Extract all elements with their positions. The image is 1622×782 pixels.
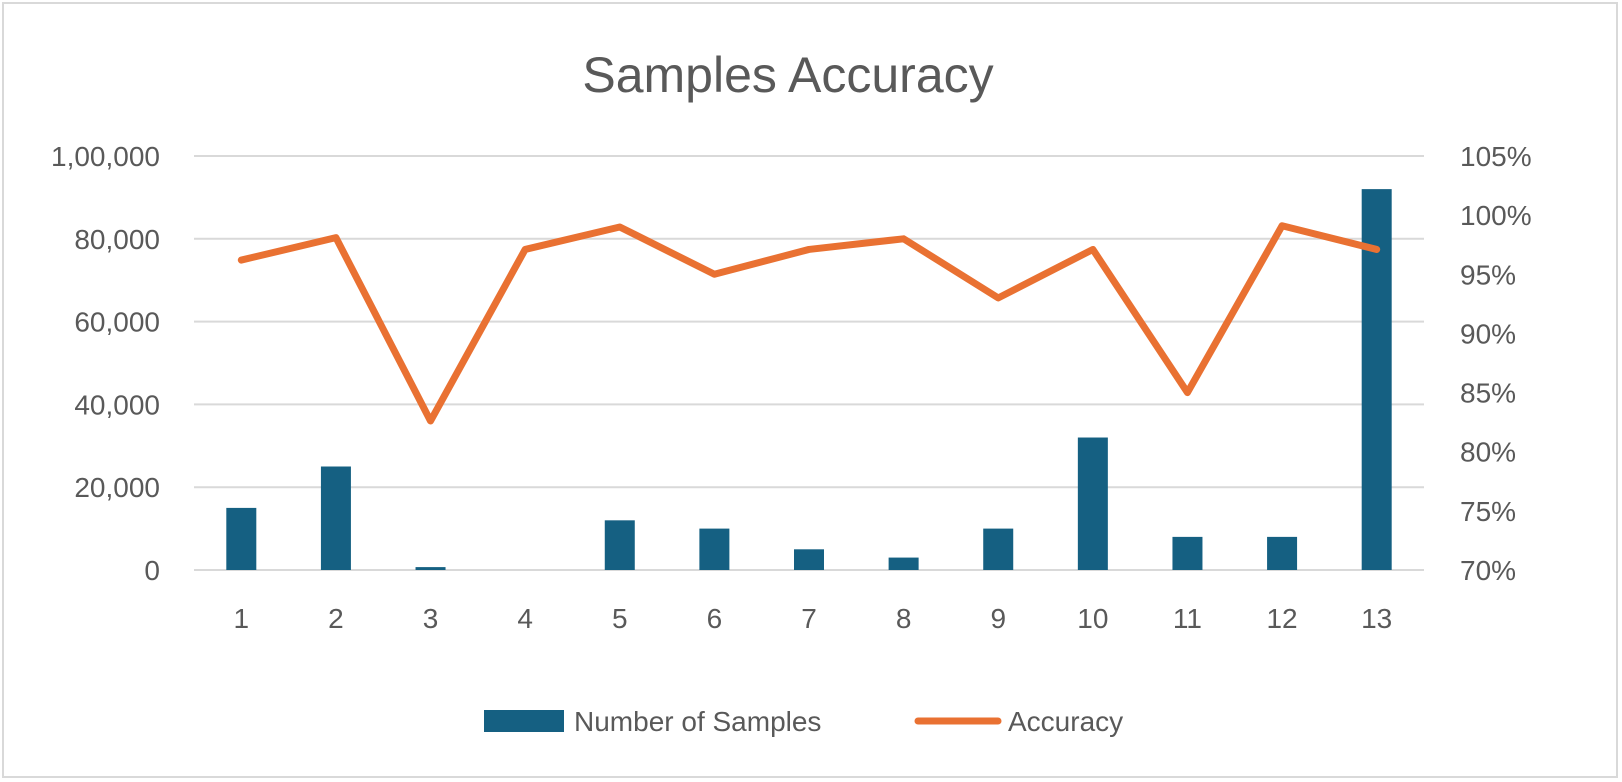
right-tick-label: 90% xyxy=(1460,318,1516,349)
bar xyxy=(1172,536,1203,570)
bar xyxy=(320,466,351,570)
x-tick-label: 10 xyxy=(1077,603,1108,634)
left-axis: 0 20,000 40,000 60,000 80,000 1,00,000 xyxy=(51,141,160,586)
legend-label-bars: Number of Samples xyxy=(574,706,821,737)
x-tick-label: 4 xyxy=(517,603,533,634)
right-tick-label: 100% xyxy=(1460,200,1532,231)
bar xyxy=(604,520,635,570)
right-tick-label: 80% xyxy=(1460,437,1516,468)
x-tick-label: 8 xyxy=(896,603,912,634)
left-tick-label: 40,000 xyxy=(74,389,160,420)
bar xyxy=(1077,437,1108,570)
gridlines xyxy=(194,155,1424,571)
right-tick-label: 95% xyxy=(1460,259,1516,290)
right-tick-label: 105% xyxy=(1460,141,1532,172)
right-axis: 70% 75% 80% 85% 90% 95% 100% 105% xyxy=(1460,141,1532,586)
x-tick-label: 12 xyxy=(1266,603,1297,634)
bar-series xyxy=(226,189,1392,570)
legend-label-line: Accuracy xyxy=(1008,706,1123,737)
right-tick-label: 70% xyxy=(1460,555,1516,586)
left-tick-label: 60,000 xyxy=(74,307,160,338)
right-tick-label: 75% xyxy=(1460,496,1516,527)
x-tick-label: 11 xyxy=(1173,603,1202,634)
x-tick-label: 7 xyxy=(801,603,817,634)
x-tick-label: 1 xyxy=(234,603,250,634)
legend-swatch-bars xyxy=(484,710,564,732)
left-tick-label: 1,00,000 xyxy=(51,141,160,172)
bar xyxy=(226,507,257,570)
bar xyxy=(699,528,730,570)
left-tick-label: 80,000 xyxy=(74,224,160,255)
x-tick-label: 9 xyxy=(990,603,1006,634)
bar xyxy=(983,528,1014,570)
left-tick-label: 20,000 xyxy=(74,472,160,503)
x-tick-label: 6 xyxy=(707,603,723,634)
x-tick-label: 13 xyxy=(1361,603,1392,634)
left-tick-label: 0 xyxy=(144,555,160,586)
bar xyxy=(794,549,824,570)
right-tick-label: 85% xyxy=(1460,378,1516,409)
x-tick-label: 5 xyxy=(612,603,628,634)
x-tick-label: 2 xyxy=(328,603,344,634)
chart-title: Samples Accuracy xyxy=(582,47,993,103)
bar xyxy=(1267,536,1298,570)
accuracy-line xyxy=(237,222,1381,425)
line-series xyxy=(237,222,1381,425)
x-tick-label: 3 xyxy=(423,603,439,634)
bar xyxy=(888,557,919,570)
bar xyxy=(415,567,446,570)
combo-chart: Samples Accuracy 0 20,000 40,000 60,000 80,0… xyxy=(51,47,1532,737)
x-axis: 1 2 3 4 5 6 7 8 9 10 11 12 13 xyxy=(234,603,1393,634)
legend: Number of Samples Accuracy xyxy=(484,706,1123,737)
